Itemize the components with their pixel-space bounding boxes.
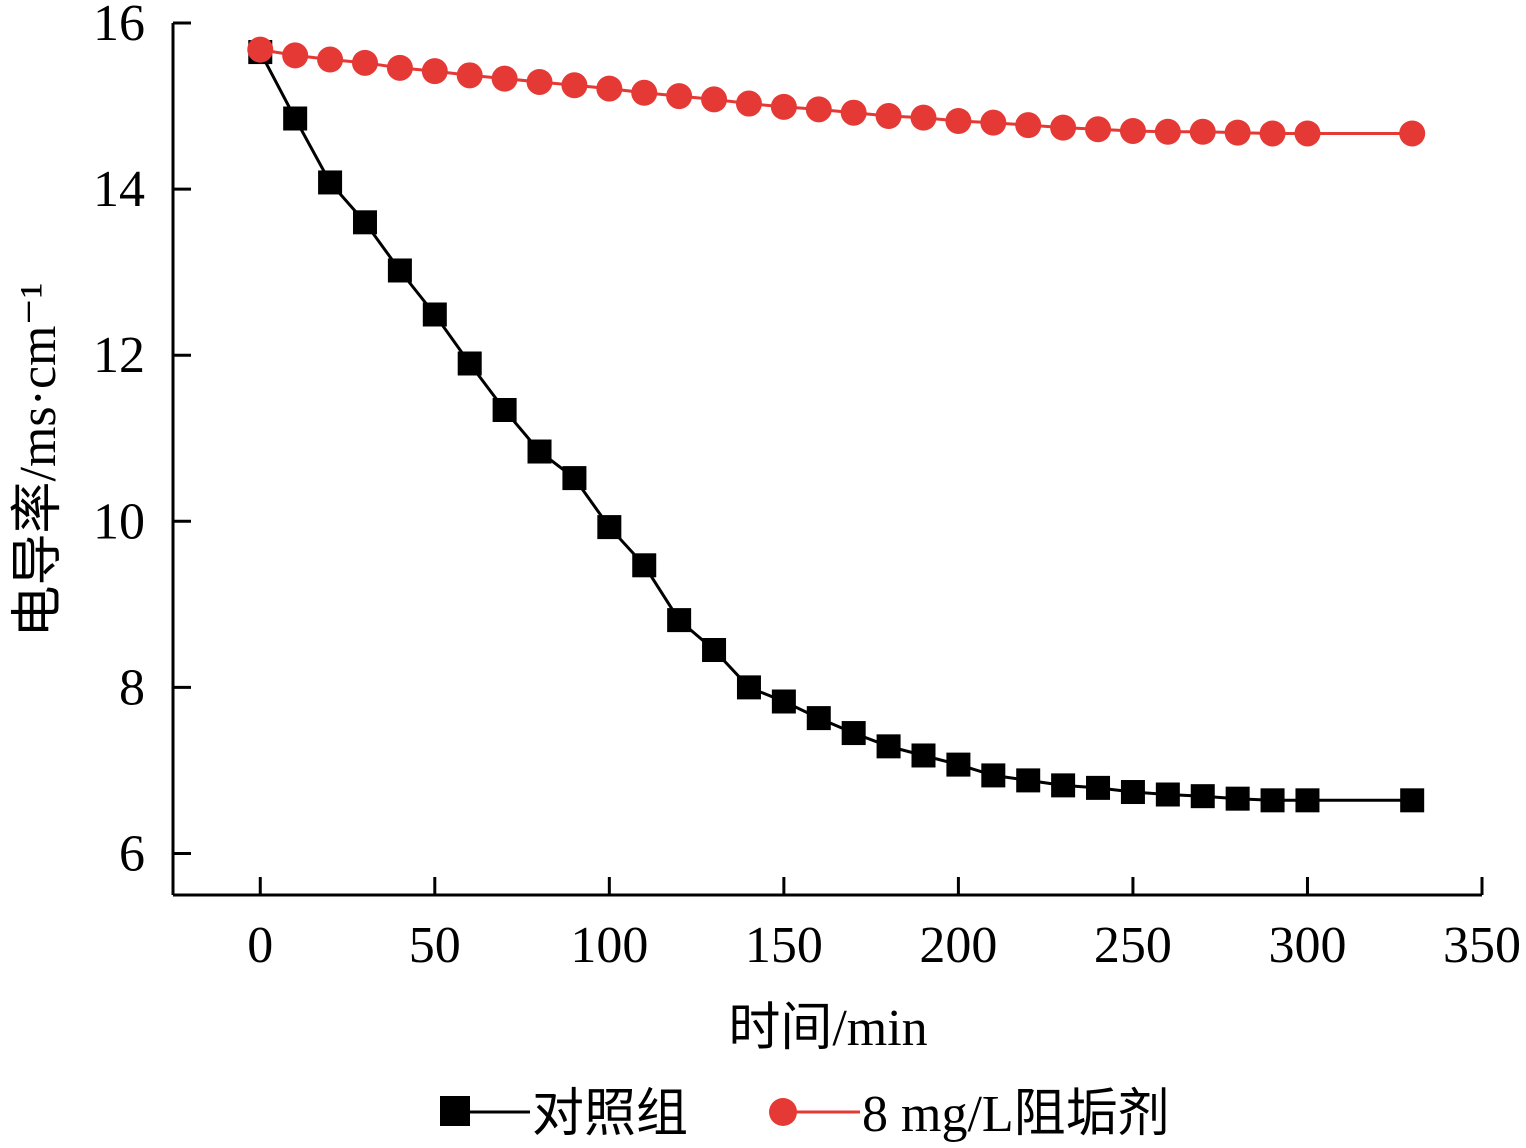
series-2-point-24 bbox=[1085, 116, 1112, 143]
x-tick-label-150: 150 bbox=[745, 917, 823, 974]
series-2-point-13 bbox=[701, 86, 728, 113]
series-layer bbox=[247, 36, 1426, 813]
series-1-point-20 bbox=[946, 752, 971, 777]
series-1-point-8 bbox=[527, 439, 552, 464]
series-2-point-12 bbox=[666, 83, 693, 110]
series-1-point-19 bbox=[911, 743, 936, 768]
x-axis-title: 时间/min bbox=[728, 1000, 927, 1057]
series-2-point-14 bbox=[735, 90, 762, 117]
series-2-point-20 bbox=[945, 107, 972, 134]
x-tick-label-100: 100 bbox=[570, 917, 648, 974]
y-tick-label-14: 14 bbox=[93, 161, 145, 218]
series-2-point-7 bbox=[491, 65, 518, 92]
series-2-point-10 bbox=[596, 75, 623, 102]
series-1-point-14 bbox=[736, 675, 761, 700]
series-2-point-21 bbox=[980, 109, 1007, 136]
series-2-point-8 bbox=[526, 68, 553, 95]
y-tick-label-8: 8 bbox=[119, 659, 145, 716]
series-2-point-9 bbox=[561, 72, 588, 99]
legend-label: 对照组 bbox=[532, 1086, 688, 1143]
series-1-point-2 bbox=[318, 170, 343, 195]
series-2-point-23 bbox=[1050, 114, 1077, 141]
legend-marker-circle bbox=[769, 1098, 797, 1126]
series-1-point-9 bbox=[562, 466, 587, 491]
y-tick-label-10: 10 bbox=[93, 493, 145, 550]
series-2-point-17 bbox=[840, 99, 867, 126]
series-2-point-29 bbox=[1259, 120, 1286, 147]
series-1-point-28 bbox=[1225, 786, 1250, 811]
series-1-point-25 bbox=[1120, 780, 1145, 805]
series-2-point-3 bbox=[351, 49, 378, 76]
series-2-point-1 bbox=[282, 42, 309, 69]
y-tick-label-6: 6 bbox=[119, 825, 145, 882]
legend-item-1: 对照组 bbox=[440, 1086, 688, 1143]
series-1-line bbox=[258, 51, 1413, 802]
x-axis-ticks: 0 50 100 150 200 250 300 350 bbox=[247, 877, 1521, 974]
x-tick-label-200: 200 bbox=[919, 917, 997, 974]
series-1-point-29 bbox=[1260, 788, 1285, 813]
series-2-point-31 bbox=[1399, 120, 1426, 147]
series-2-point-26 bbox=[1154, 118, 1181, 145]
series-1-point-10 bbox=[597, 515, 622, 540]
series-1-point-4 bbox=[387, 258, 412, 283]
series-1-point-21 bbox=[981, 763, 1006, 788]
series-1-point-3 bbox=[352, 210, 377, 235]
series-1-point-16 bbox=[806, 706, 831, 731]
y-tick-label-16: 16 bbox=[93, 0, 145, 52]
series-1-point-24 bbox=[1086, 775, 1111, 800]
series-1-point-7 bbox=[492, 398, 517, 423]
series-2-point-18 bbox=[875, 103, 902, 130]
x-tick-label-50: 50 bbox=[409, 917, 461, 974]
series-2-point-19 bbox=[910, 104, 937, 131]
series-2-point-4 bbox=[386, 54, 413, 81]
series-1-point-30 bbox=[1295, 788, 1320, 813]
x-tick-label-250: 250 bbox=[1094, 917, 1172, 974]
series-1 bbox=[248, 40, 1425, 813]
series-2-point-22 bbox=[1015, 112, 1042, 139]
y-axis-ticks: 6 8 10 12 14 16 bbox=[93, 0, 191, 882]
x-tick-label-300: 300 bbox=[1268, 917, 1346, 974]
legend: 对照组 8 mg/L阻垢剂 bbox=[440, 1086, 1170, 1143]
legend-item-2: 8 mg/L阻垢剂 bbox=[769, 1086, 1170, 1143]
series-1-point-17 bbox=[841, 721, 866, 746]
series-2-point-28 bbox=[1224, 119, 1251, 146]
series-2-point-25 bbox=[1119, 117, 1146, 144]
series-2-point-16 bbox=[805, 96, 832, 123]
series-1-point-5 bbox=[422, 302, 447, 327]
series-2-point-27 bbox=[1189, 118, 1216, 145]
series-1-point-13 bbox=[702, 638, 727, 663]
series-1-point-23 bbox=[1051, 773, 1076, 798]
x-tick-label-350: 350 bbox=[1443, 917, 1521, 974]
series-2-point-5 bbox=[421, 58, 448, 85]
series-1-point-12 bbox=[667, 608, 692, 633]
series-1-point-1 bbox=[283, 106, 308, 131]
legend-label: 8 mg/L阻垢剂 bbox=[862, 1086, 1170, 1143]
x-tick-label-0: 0 bbox=[247, 917, 273, 974]
series-1-point-31 bbox=[1400, 788, 1425, 813]
series-1-point-22 bbox=[1016, 768, 1041, 793]
series-1-point-18 bbox=[876, 734, 901, 759]
series-1-point-11 bbox=[632, 553, 657, 578]
series-2-point-2 bbox=[317, 46, 344, 73]
series-2-point-6 bbox=[456, 62, 483, 89]
y-axis-title: 电导率/ms·cm⁻¹ bbox=[10, 282, 67, 637]
series-2-point-11 bbox=[631, 79, 658, 106]
series-1-point-26 bbox=[1155, 782, 1180, 807]
series-1-point-15 bbox=[771, 689, 796, 714]
series-2 bbox=[247, 36, 1426, 147]
axes bbox=[171, 23, 1482, 897]
series-2-point-0 bbox=[247, 36, 274, 63]
legend-marker-square bbox=[440, 1096, 470, 1126]
series-1-point-27 bbox=[1190, 784, 1215, 809]
series-2-point-15 bbox=[770, 93, 797, 120]
series-1-point-6 bbox=[457, 351, 482, 376]
y-tick-label-12: 12 bbox=[93, 327, 145, 384]
series-2-point-30 bbox=[1294, 120, 1321, 147]
